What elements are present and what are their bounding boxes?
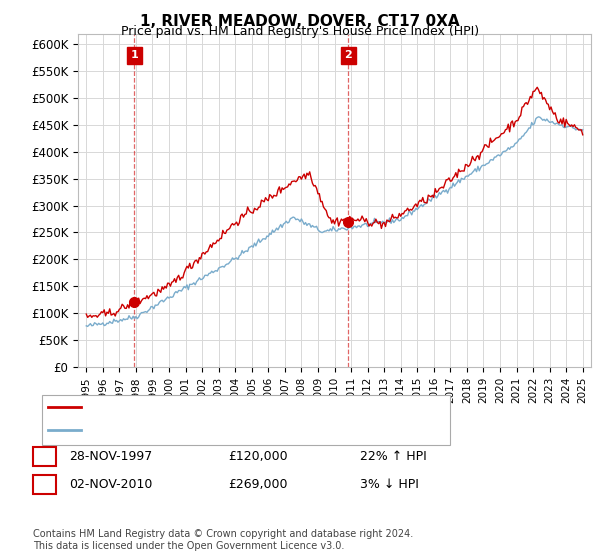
Text: £269,000: £269,000 [228,478,287,491]
Text: 1, RIVER MEADOW, DOVER, CT17 0XA (detached house): 1, RIVER MEADOW, DOVER, CT17 0XA (detach… [87,400,418,414]
Text: 28-NOV-1997: 28-NOV-1997 [69,450,152,463]
Text: 22% ↑ HPI: 22% ↑ HPI [360,450,427,463]
Text: £120,000: £120,000 [228,450,287,463]
Text: 2: 2 [40,478,49,491]
Text: 1, RIVER MEADOW, DOVER, CT17 0XA: 1, RIVER MEADOW, DOVER, CT17 0XA [140,14,460,29]
Text: 02-NOV-2010: 02-NOV-2010 [69,478,152,491]
Text: 2: 2 [344,50,352,60]
Text: Contains HM Land Registry data © Crown copyright and database right 2024.
This d: Contains HM Land Registry data © Crown c… [33,529,413,551]
Text: Price paid vs. HM Land Registry's House Price Index (HPI): Price paid vs. HM Land Registry's House … [121,25,479,38]
Text: 1: 1 [131,50,139,60]
Text: 3% ↓ HPI: 3% ↓ HPI [360,478,419,491]
Text: 1: 1 [40,450,49,463]
Text: HPI: Average price, detached house, Dover: HPI: Average price, detached house, Dove… [87,423,341,437]
